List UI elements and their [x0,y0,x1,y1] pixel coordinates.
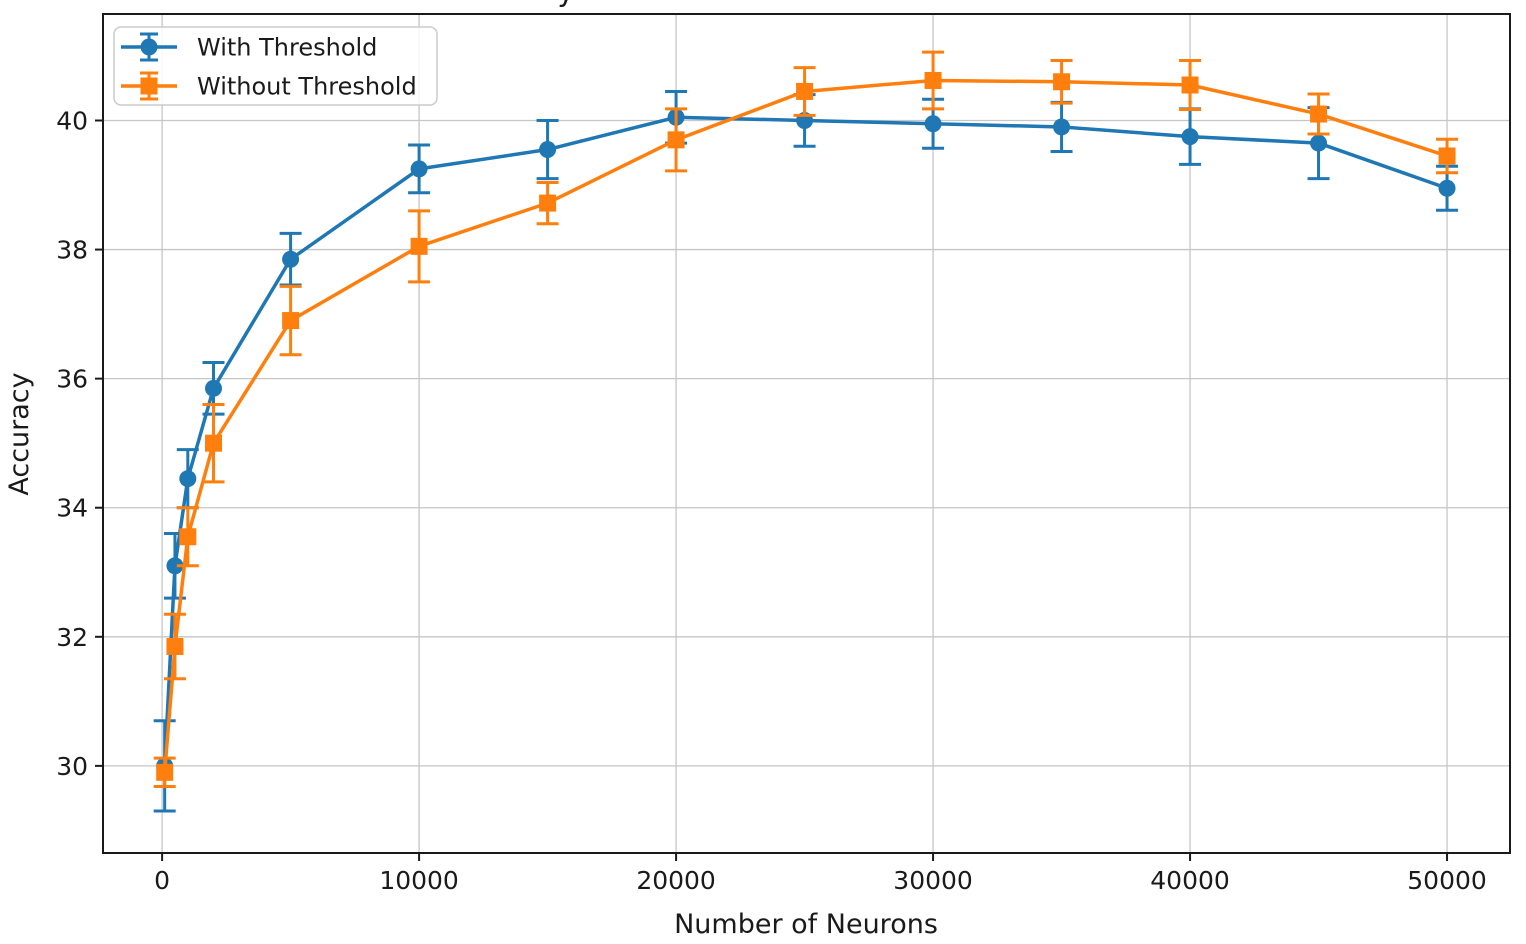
data-point-without-threshold [410,237,428,255]
data-point-without-threshold [1438,147,1456,165]
legend-label: Without Threshold [197,73,417,101]
y-tick-label: 38 [56,236,88,265]
data-point-without-threshold [205,434,223,452]
data-point-without-threshold [1053,73,1071,91]
series-layer [153,50,1459,813]
data-point-without-threshold [282,312,300,330]
x-tick-label: 0 [154,866,170,895]
y-tick-label: 36 [56,365,88,394]
x-tick-label: 20000 [636,866,716,895]
axes-layer: 0 10000 20000 30000 40000 50000 30 32 34 36 38 40 [56,13,1511,895]
data-point-without-threshold [179,528,197,546]
y-tick-label: 30 [56,752,88,781]
legend: With Threshold Without Threshold [113,26,438,106]
data-point-with-threshold [282,250,300,268]
data-point-with-threshold [410,160,428,178]
data-point-with-threshold [539,141,557,159]
x-tick-label: 50000 [1407,866,1487,895]
legend-item: Without Threshold [121,71,417,101]
y-tick-label: 40 [56,106,88,135]
grid-lines [103,14,1510,853]
plot-border [102,13,1511,854]
x-tick-label: 30000 [893,866,973,895]
data-point-with-threshold [179,470,197,488]
data-point-with-threshold [924,115,942,133]
data-point-with-threshold [1053,118,1071,136]
x-axis-label: Number of Neurons [674,909,938,940]
data-point-without-threshold [1310,105,1328,123]
data-point-with-threshold [1438,179,1456,197]
x-tick-label: 40000 [1150,866,1230,895]
legend-sample-marker [140,38,158,56]
data-point-with-threshold [1181,128,1199,146]
y-tick-label: 34 [56,494,88,523]
series-line-without-threshold [162,78,1448,773]
y-axis-label: Accuracy [4,372,35,495]
x-tick-label: 10000 [379,866,459,895]
data-point-without-threshold [924,71,942,89]
clipped-title-text: y [557,0,574,8]
data-point-without-threshold [539,194,557,212]
series-line-with-threshold [162,115,1448,766]
data-point-with-threshold [205,379,223,397]
data-point-without-threshold [166,637,184,655]
data-point-without-threshold [667,131,685,149]
data-point-without-threshold [156,763,174,781]
legend-label: With Threshold [197,34,377,62]
series-without-threshold [153,50,1459,789]
data-point-without-threshold [1181,76,1199,94]
series-with-threshold [153,89,1459,813]
data-point-without-threshold [796,82,814,100]
data-point-with-threshold [1310,134,1328,152]
data-point-with-threshold [166,557,184,575]
legend-sample-marker [140,77,158,95]
legend-box [113,26,438,106]
y-tick-label: 32 [56,623,88,652]
legend-item: With Threshold [121,32,377,62]
